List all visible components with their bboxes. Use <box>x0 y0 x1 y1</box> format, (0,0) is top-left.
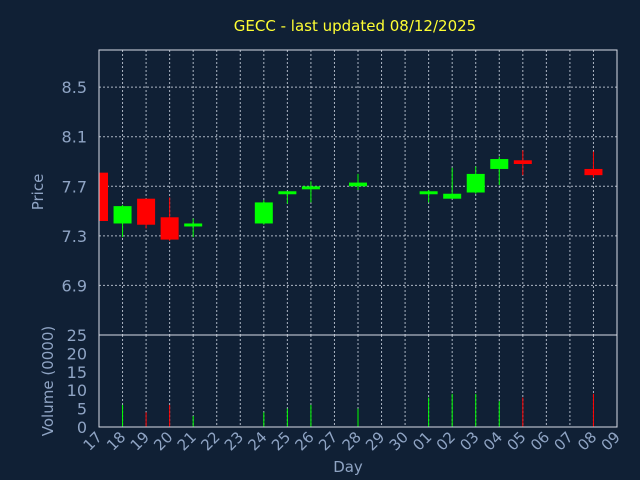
x-tick-label: 08 <box>574 428 600 454</box>
candle-body <box>584 168 603 176</box>
candle-body <box>278 191 297 195</box>
candle-body <box>137 198 156 225</box>
candle-body <box>466 173 485 193</box>
price-axis-label: Price <box>29 174 47 211</box>
candle-body <box>254 202 273 224</box>
candle-body <box>184 223 203 227</box>
volume-tick-label: 20 <box>67 344 87 363</box>
chart-title: GECC - last updated 08/12/2025 <box>234 17 476 35</box>
volume-tick-label: 0 <box>77 418 87 437</box>
candle-body <box>490 159 509 169</box>
volume-bars <box>98 393 594 427</box>
x-tick-label: 19 <box>127 428 153 454</box>
x-tick-label: 01 <box>409 428 435 454</box>
volume-tick-label: 15 <box>67 363 87 382</box>
price-panel-frame <box>98 49 618 336</box>
x-tick-label: 02 <box>433 428 459 454</box>
x-tick-label: 25 <box>268 428 294 454</box>
price-tick-label: 7.7 <box>62 177 87 196</box>
x-tick-labels: 1718192021222324252627282930010203040506… <box>80 428 624 454</box>
candle-body <box>301 186 320 190</box>
x-tick-label: 20 <box>150 428 176 454</box>
candles <box>98 150 603 241</box>
volume-axis-label: Volume (0000) <box>39 326 57 436</box>
x-tick-label: 06 <box>527 428 553 454</box>
x-tick-label: 26 <box>292 428 318 454</box>
volume-panel-frame <box>98 334 618 428</box>
candle-body <box>443 193 462 199</box>
candle-body <box>513 160 532 164</box>
x-tick-label: 04 <box>480 428 506 454</box>
candle-body <box>113 206 132 224</box>
x-tick-label: 24 <box>244 428 270 454</box>
x-tick-label: 28 <box>339 428 365 454</box>
volume-tick-label: 10 <box>67 381 87 400</box>
x-tick-label: 21 <box>174 428 200 454</box>
x-tick-label: 18 <box>103 428 129 454</box>
price-tick-label: 6.9 <box>62 276 87 295</box>
candle-body <box>160 217 179 240</box>
candle-body <box>349 182 367 187</box>
x-tick-label: 30 <box>386 428 412 454</box>
price-tick-label: 8.5 <box>62 78 87 97</box>
x-tick-label: 09 <box>598 428 624 454</box>
price-tick-label: 8.1 <box>62 128 87 147</box>
x-tick-label: 29 <box>362 428 388 454</box>
x-tick-label: 22 <box>197 428 223 454</box>
x-axis-label: Day <box>333 458 363 476</box>
candle-body <box>99 172 108 221</box>
price-tick-label: 7.3 <box>62 227 87 246</box>
x-tick-label: 03 <box>456 428 482 454</box>
x-tick-label: 07 <box>551 428 577 454</box>
x-tick-label: 27 <box>315 428 341 454</box>
price-grid <box>99 50 617 335</box>
candle-body <box>419 191 438 195</box>
x-tick-label: 05 <box>503 428 529 454</box>
volume-tick-label: 25 <box>67 326 87 345</box>
volume-tick-label: 5 <box>77 400 87 419</box>
x-tick-label: 23 <box>221 428 247 454</box>
